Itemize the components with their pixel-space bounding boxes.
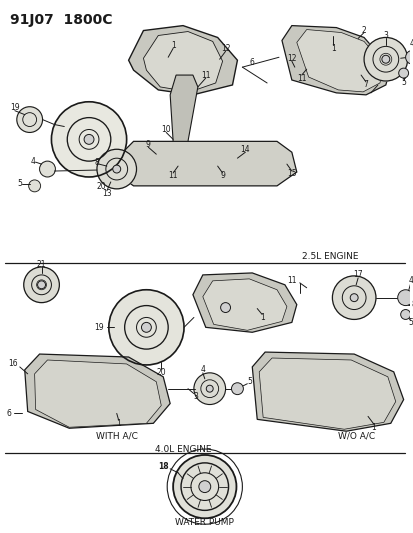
Text: 11: 11	[168, 172, 178, 181]
Text: 13: 13	[102, 189, 112, 198]
Text: 5: 5	[246, 377, 251, 386]
Text: WATER PUMP: WATER PUMP	[175, 518, 234, 527]
Circle shape	[220, 303, 230, 312]
Circle shape	[398, 68, 408, 78]
Polygon shape	[259, 358, 395, 429]
Text: 12: 12	[220, 44, 230, 53]
Circle shape	[198, 481, 210, 492]
Text: 1: 1	[330, 44, 335, 53]
Text: 21: 21	[37, 260, 46, 269]
Text: 8: 8	[94, 158, 99, 167]
Polygon shape	[35, 360, 161, 427]
Text: 11: 11	[286, 276, 296, 285]
Text: 3: 3	[193, 392, 198, 401]
Circle shape	[109, 290, 183, 365]
Text: 2: 2	[361, 26, 366, 35]
Circle shape	[17, 107, 43, 132]
Text: 2.5L ENGINE: 2.5L ENGINE	[301, 252, 357, 261]
Text: 9: 9	[146, 140, 150, 149]
Polygon shape	[143, 31, 222, 92]
Text: 4: 4	[407, 276, 412, 285]
Text: 5: 5	[17, 180, 22, 188]
Circle shape	[193, 373, 225, 405]
Text: 5: 5	[400, 78, 405, 87]
Text: 12: 12	[286, 54, 296, 63]
Circle shape	[141, 322, 151, 332]
Polygon shape	[281, 26, 390, 95]
Polygon shape	[116, 141, 296, 186]
Text: 91J07  1800C: 91J07 1800C	[10, 13, 112, 27]
Polygon shape	[202, 279, 286, 330]
Text: WITH A/C: WITH A/C	[95, 432, 138, 441]
Text: 3: 3	[382, 31, 387, 40]
Text: 1: 1	[170, 41, 175, 50]
Text: 15: 15	[286, 169, 296, 179]
Circle shape	[400, 310, 410, 319]
Text: 4: 4	[200, 366, 205, 374]
Circle shape	[363, 37, 407, 81]
Circle shape	[24, 267, 59, 303]
Text: W/O A/C: W/O A/C	[337, 432, 374, 441]
Text: 1: 1	[116, 419, 121, 428]
Polygon shape	[128, 26, 237, 95]
Text: 4: 4	[409, 39, 413, 48]
Text: 10: 10	[161, 125, 171, 134]
Circle shape	[332, 276, 375, 319]
Text: 1: 1	[371, 423, 375, 432]
Polygon shape	[296, 29, 383, 92]
Circle shape	[112, 165, 121, 173]
Polygon shape	[192, 273, 296, 332]
Circle shape	[84, 134, 94, 144]
Text: 14: 14	[240, 145, 249, 154]
Text: 1: 1	[259, 313, 264, 322]
Circle shape	[28, 180, 40, 192]
Text: 9: 9	[220, 172, 225, 181]
Circle shape	[206, 385, 213, 392]
Polygon shape	[25, 354, 170, 428]
Circle shape	[40, 161, 55, 177]
Text: 5: 5	[407, 318, 412, 327]
Circle shape	[173, 455, 236, 518]
Text: 19: 19	[10, 103, 19, 112]
Text: 20: 20	[96, 182, 105, 191]
Circle shape	[397, 290, 413, 305]
Text: 6: 6	[249, 58, 254, 67]
Polygon shape	[252, 352, 403, 431]
Circle shape	[51, 102, 126, 177]
Text: 11: 11	[296, 74, 306, 83]
Text: 20: 20	[156, 368, 166, 377]
Polygon shape	[170, 75, 197, 141]
Circle shape	[38, 281, 45, 289]
Circle shape	[381, 55, 389, 63]
Text: 11: 11	[201, 70, 210, 79]
Circle shape	[349, 294, 357, 302]
Text: 4.0L ENGINE: 4.0L ENGINE	[154, 445, 211, 454]
Text: 19: 19	[94, 323, 104, 332]
Circle shape	[231, 383, 243, 394]
Text: 8: 8	[410, 300, 413, 309]
Text: 7: 7	[363, 80, 368, 90]
Text: 4: 4	[30, 157, 35, 166]
Text: 16: 16	[8, 359, 18, 368]
Circle shape	[97, 149, 136, 189]
Text: 6: 6	[7, 409, 12, 418]
Text: 17: 17	[352, 270, 362, 279]
Text: 18: 18	[157, 462, 168, 471]
Circle shape	[405, 50, 413, 64]
